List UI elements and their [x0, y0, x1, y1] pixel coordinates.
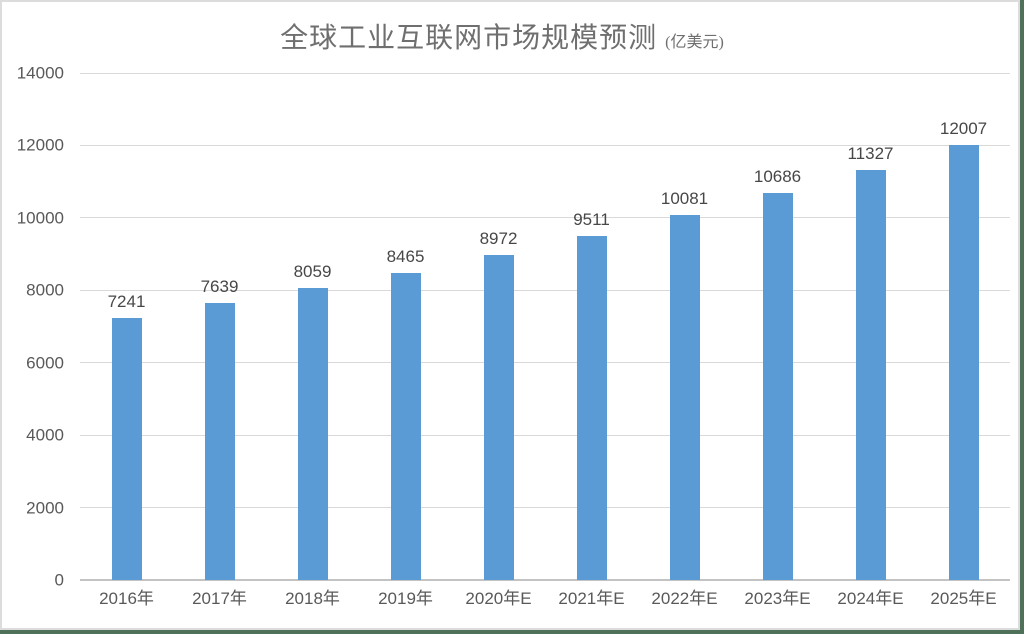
- bar-slot: 9511 2021年E: [545, 73, 638, 607]
- x-tick-label: 2023年E: [744, 589, 811, 608]
- value-label: 12007: [939, 119, 988, 138]
- bar-slot: 11327 2024年E: [824, 73, 917, 607]
- chart-title-unit: (亿美元): [665, 34, 724, 51]
- bar: [948, 145, 979, 580]
- y-tick-label: 6000: [26, 353, 64, 373]
- bar: [762, 193, 793, 580]
- value-label: 7639: [200, 277, 239, 296]
- y-tick-label: 2000: [26, 498, 64, 518]
- value-label: 8059: [293, 262, 332, 281]
- y-axis-labels: 0 2000 4000 6000 8000 10000 12000 14000: [0, 65, 70, 589]
- bar-slot: 8465 2019年: [359, 73, 452, 607]
- gridline: [80, 72, 1010, 74]
- value-label: 8465: [386, 247, 425, 266]
- bar-slot: 12007 2025年E: [917, 73, 1010, 607]
- x-tick-label: 2017年: [192, 589, 247, 608]
- plot-area: [80, 72, 1010, 581]
- x-tick-label: 2018年: [285, 589, 340, 608]
- y-tick-label: 4000: [26, 425, 64, 445]
- gridline: [80, 217, 1010, 219]
- y-tick-label: 10000: [16, 208, 64, 228]
- chart-title-text: 全球工业互联网市场规模预测: [280, 23, 658, 54]
- bar-slot: 7241 2016年: [80, 73, 173, 607]
- x-tick-label: 2025年E: [930, 589, 997, 608]
- value-label: 10081: [660, 189, 709, 208]
- x-tick-label: 2020年E: [465, 589, 532, 608]
- bar: [483, 255, 514, 580]
- x-tick-label: 2022年E: [651, 589, 718, 608]
- value-label: 7241: [107, 292, 146, 311]
- bar: [297, 288, 328, 580]
- bar: [576, 236, 607, 580]
- bar: [111, 318, 142, 580]
- gridline: [80, 362, 1010, 364]
- bar-slot: 10081 2022年E: [638, 73, 731, 607]
- value-label: 9511: [573, 210, 610, 229]
- value-label: 11327: [847, 144, 894, 163]
- bar: [390, 273, 421, 580]
- gridline: [80, 434, 1010, 436]
- gridline: [80, 144, 1010, 146]
- bar-slot: 10686 2023年E: [731, 73, 824, 607]
- y-tick-label: 12000: [16, 135, 64, 155]
- x-tick-label: 2024年E: [837, 589, 904, 608]
- chart-title: 全球工业互联网市场规模预测 (亿美元): [0, 16, 1004, 56]
- bar: [204, 303, 235, 580]
- bar-series: 7241 2016年 7639 2017年 8059 2018年 8465 2019年 8972…: [80, 73, 1010, 607]
- y-tick-label: 8000: [26, 280, 64, 300]
- bar-slot: 8972 2020年E: [452, 73, 545, 607]
- bar: [855, 170, 886, 580]
- x-axis-line: [80, 579, 1010, 581]
- x-tick-label: 2021年E: [558, 589, 625, 608]
- bar: [669, 215, 700, 580]
- x-tick-label: 2016年: [99, 589, 154, 608]
- bar-slot: 7639 2017年: [173, 73, 266, 607]
- bar-slot: 8059 2018年: [266, 73, 359, 607]
- value-label: 10686: [753, 167, 802, 186]
- gridline: [80, 507, 1010, 509]
- y-tick-label: 14000: [16, 63, 64, 83]
- gridline: [80, 289, 1010, 291]
- y-tick-label: 0: [54, 570, 64, 590]
- value-label: 8972: [479, 229, 518, 248]
- x-tick-label: 2019年: [378, 589, 433, 608]
